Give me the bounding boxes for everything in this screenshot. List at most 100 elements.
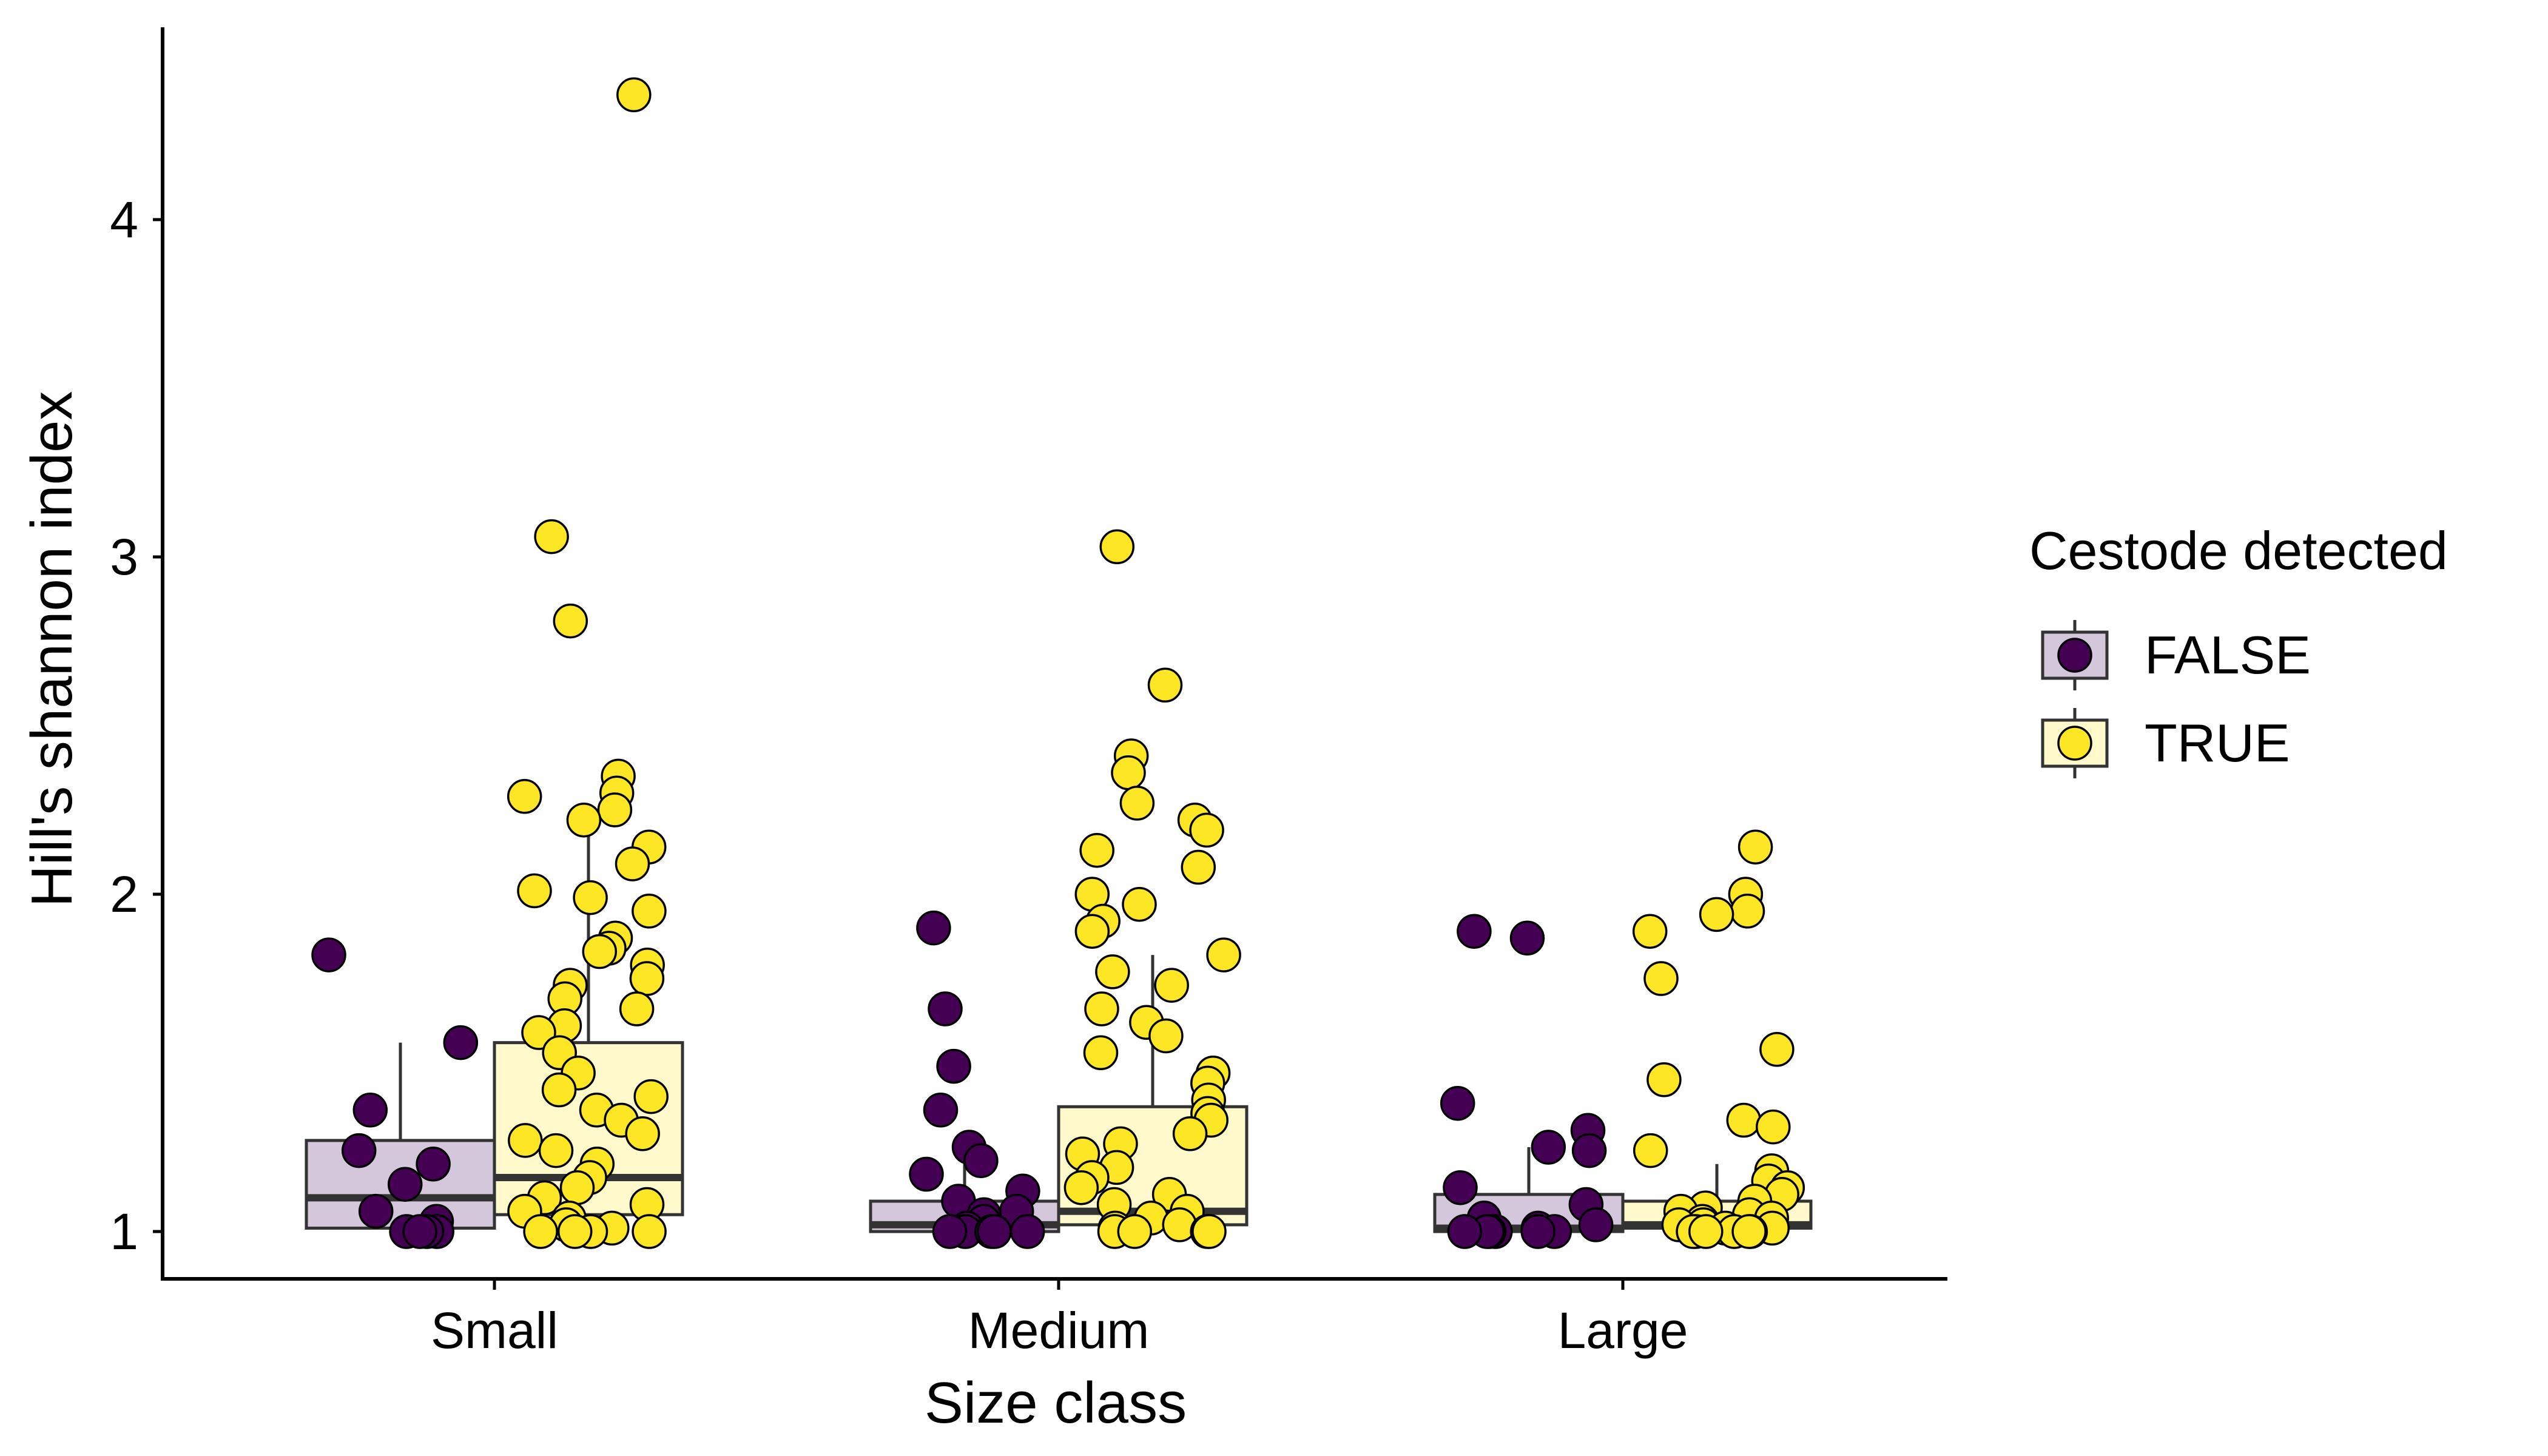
data-point (1122, 886, 1157, 922)
data-point (1148, 1018, 1184, 1054)
data-point (1154, 968, 1189, 1003)
data-point (1731, 1214, 1767, 1249)
data-point (1181, 849, 1216, 885)
legend-label: TRUE (2145, 713, 2290, 773)
data-point (352, 1093, 388, 1128)
data-point (517, 873, 552, 909)
data-point (615, 846, 650, 881)
y-tick-label: 1 (110, 1203, 138, 1260)
data-point (1079, 832, 1114, 868)
data-point (1531, 1130, 1566, 1165)
legend-label: FALSE (2145, 625, 2311, 685)
y-axis-title: Hill's shannon index (19, 391, 84, 908)
legend: Cestode detected FALSE TRUE (2029, 521, 2448, 778)
data-point (625, 1116, 660, 1151)
x-tick-label: Medium (968, 1302, 1150, 1359)
data-point (923, 1093, 959, 1128)
data-point (1147, 667, 1183, 703)
data-point (963, 1143, 999, 1178)
data-point (909, 1156, 944, 1192)
data-point (1117, 1214, 1153, 1249)
data-point (916, 910, 951, 946)
data-point (402, 1214, 437, 1249)
data-point (1726, 1102, 1762, 1138)
data-point (559, 1170, 595, 1205)
data-point (1443, 1170, 1478, 1205)
x-tick-label: Large (1558, 1302, 1688, 1359)
data-point (557, 1214, 593, 1249)
data-point (1447, 1214, 1483, 1249)
data-point (1737, 829, 1773, 864)
data-point (341, 1133, 377, 1168)
axes-layer (161, 27, 1947, 1281)
data-point (387, 1167, 423, 1202)
data-point (507, 779, 542, 814)
data-point (632, 894, 667, 929)
data-point (1578, 1207, 1614, 1242)
data-point (932, 1214, 968, 1249)
legend-item-false: FALSE (2041, 620, 2311, 690)
data-point (582, 934, 618, 969)
data-point (1074, 914, 1110, 949)
data-point (566, 802, 602, 838)
data-point (1191, 1214, 1227, 1249)
data-point (508, 1123, 543, 1158)
y-tick-label: 2 (110, 866, 138, 923)
data-point (358, 1193, 394, 1229)
data-point (523, 1214, 558, 1249)
data-point (633, 1079, 669, 1114)
legend-title: Cestode detected (2029, 521, 2448, 581)
data-point (1099, 529, 1135, 565)
data-point (1009, 1214, 1045, 1249)
data-point (1083, 1035, 1119, 1071)
data-point (928, 991, 963, 1026)
data-point (1206, 937, 1241, 972)
data-point (616, 77, 652, 113)
legend-keys: FALSE TRUE (2041, 620, 2311, 778)
data-point (311, 937, 346, 972)
data-point (1632, 914, 1668, 949)
legend-key-point (2057, 726, 2092, 761)
data-point (573, 880, 608, 915)
data-point (1084, 991, 1119, 1026)
data-point (1457, 914, 1492, 949)
data-point (1095, 954, 1130, 989)
points-layer (311, 77, 1805, 1249)
data-point (553, 603, 588, 639)
data-point (597, 792, 633, 827)
data-point (1111, 755, 1146, 790)
data-point (1119, 786, 1155, 821)
data-point (1756, 1109, 1791, 1145)
x-tick-label: Small (431, 1302, 558, 1359)
data-point (1440, 1085, 1475, 1121)
box-small-false (305, 1042, 496, 1232)
ticks-layer: 1 2 3 4 Small Medium Large (110, 191, 1688, 1359)
data-point (1520, 1214, 1555, 1249)
data-point (632, 1214, 667, 1249)
data-point (1688, 1214, 1724, 1249)
x-axis-title: Size class (925, 1370, 1187, 1435)
data-point (1730, 894, 1765, 929)
data-point (629, 961, 665, 996)
legend-key-point (2057, 638, 2092, 673)
data-point (416, 1147, 451, 1182)
data-point (1759, 1032, 1795, 1067)
data-point (977, 1214, 1012, 1249)
data-point (1643, 961, 1679, 996)
data-point (443, 1025, 479, 1060)
data-point (619, 991, 655, 1026)
data-point (1172, 1116, 1208, 1151)
data-point (1063, 1170, 1099, 1205)
data-point (534, 519, 569, 554)
data-point (538, 1133, 574, 1168)
data-point (1189, 812, 1224, 848)
y-tick-label: 4 (110, 191, 138, 248)
data-point (1646, 1062, 1682, 1097)
data-point (541, 1072, 577, 1108)
data-point (1633, 1133, 1668, 1168)
data-point (1509, 920, 1545, 956)
data-point (1571, 1133, 1607, 1168)
y-tick-label: 3 (110, 528, 138, 585)
data-point (1699, 897, 1734, 932)
